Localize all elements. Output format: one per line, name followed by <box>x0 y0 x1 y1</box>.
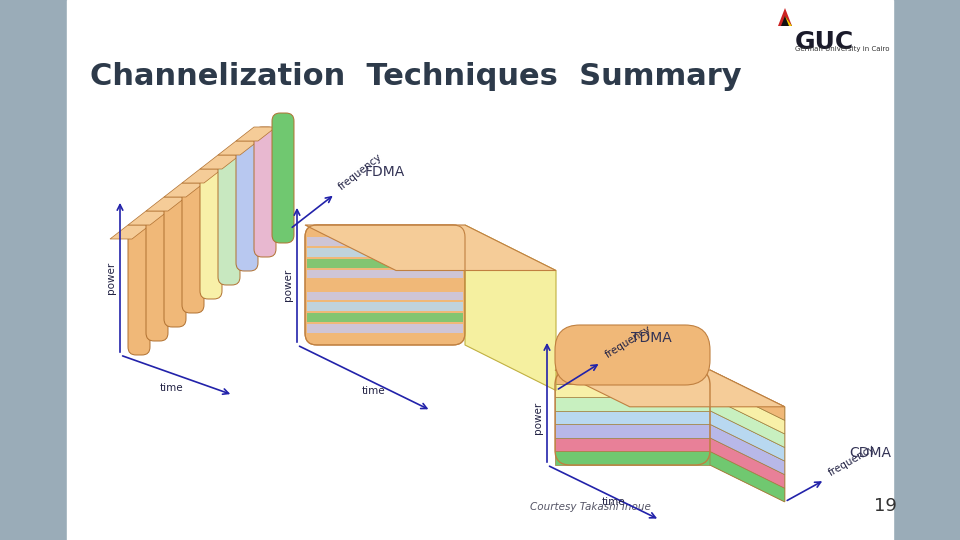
Polygon shape <box>465 225 556 390</box>
Polygon shape <box>710 397 784 448</box>
Polygon shape <box>710 370 784 502</box>
Text: time: time <box>362 386 386 396</box>
Text: 19: 19 <box>874 497 897 515</box>
Polygon shape <box>555 370 784 407</box>
FancyBboxPatch shape <box>182 183 204 313</box>
Bar <box>307 302 463 311</box>
Bar <box>555 397 710 411</box>
Polygon shape <box>305 225 556 271</box>
Text: TDMA: TDMA <box>631 330 672 345</box>
Polygon shape <box>710 370 784 420</box>
Bar <box>555 438 710 451</box>
Bar <box>307 259 463 267</box>
Polygon shape <box>218 141 258 155</box>
Text: GUC: GUC <box>795 30 854 54</box>
Polygon shape <box>146 197 186 211</box>
Polygon shape <box>710 438 784 488</box>
Bar <box>307 237 463 246</box>
FancyBboxPatch shape <box>555 325 710 385</box>
Text: Courtesy Takashi Inoue: Courtesy Takashi Inoue <box>530 502 651 512</box>
Bar <box>307 269 463 279</box>
Bar <box>555 424 710 438</box>
Bar <box>555 451 710 465</box>
Bar <box>307 313 463 322</box>
Polygon shape <box>710 383 784 434</box>
Polygon shape <box>236 127 276 141</box>
Bar <box>307 325 463 333</box>
Text: CDMA: CDMA <box>850 446 892 460</box>
FancyBboxPatch shape <box>218 155 240 285</box>
Text: frequency: frequency <box>337 152 384 192</box>
Polygon shape <box>710 451 784 502</box>
FancyBboxPatch shape <box>200 169 222 299</box>
Polygon shape <box>778 8 792 26</box>
Text: time: time <box>159 383 183 393</box>
FancyBboxPatch shape <box>236 141 258 271</box>
Bar <box>307 248 463 256</box>
Text: power: power <box>283 269 293 301</box>
Text: German University in Cairo: German University in Cairo <box>795 46 890 52</box>
FancyBboxPatch shape <box>146 211 168 341</box>
Bar <box>307 292 463 300</box>
FancyBboxPatch shape <box>128 225 150 355</box>
Polygon shape <box>785 16 792 26</box>
Polygon shape <box>164 183 204 197</box>
Text: frequency: frequency <box>603 324 653 361</box>
FancyBboxPatch shape <box>254 127 276 257</box>
FancyBboxPatch shape <box>272 113 294 243</box>
Polygon shape <box>128 211 168 225</box>
Text: FDMA: FDMA <box>365 165 405 179</box>
Bar <box>67 0 893 540</box>
Polygon shape <box>200 155 240 169</box>
FancyBboxPatch shape <box>164 197 186 327</box>
Text: time: time <box>602 497 625 508</box>
Text: Channelization  Techniques  Summary: Channelization Techniques Summary <box>90 62 742 91</box>
Bar <box>555 411 710 424</box>
Polygon shape <box>110 225 150 239</box>
Polygon shape <box>781 16 792 26</box>
Polygon shape <box>182 169 222 183</box>
Text: power: power <box>533 401 543 434</box>
Polygon shape <box>710 411 784 461</box>
FancyBboxPatch shape <box>305 225 465 345</box>
Polygon shape <box>710 424 784 475</box>
Text: frequency: frequency <box>827 443 877 478</box>
Bar <box>555 370 710 383</box>
Bar <box>555 383 710 397</box>
Text: power: power <box>106 261 116 294</box>
